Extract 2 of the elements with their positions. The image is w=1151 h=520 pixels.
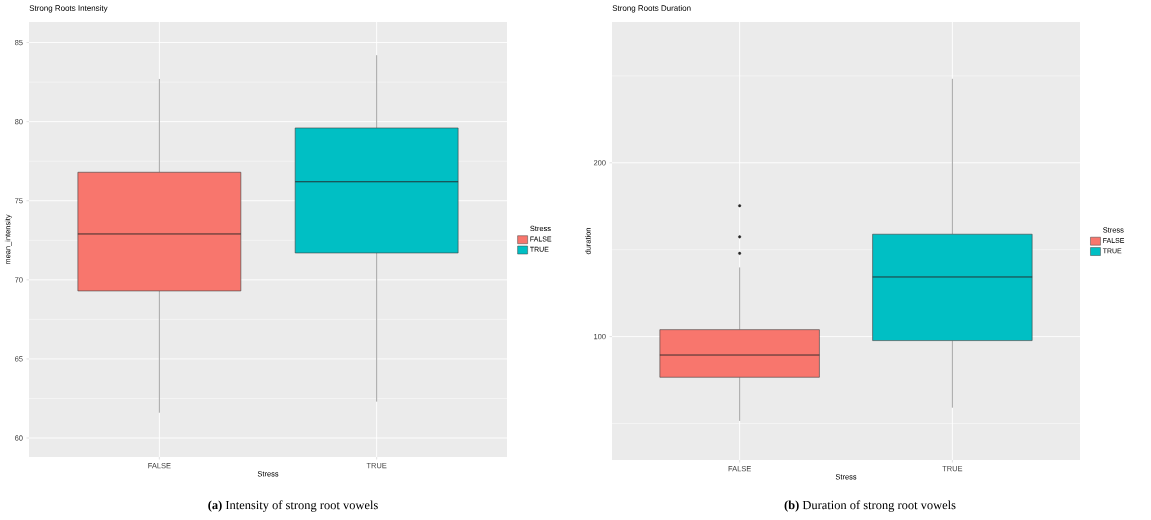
text: (a) Intensity of strong root vowels (208, 500, 378, 512)
text: (b) Duration of strong root vowels (784, 500, 956, 512)
